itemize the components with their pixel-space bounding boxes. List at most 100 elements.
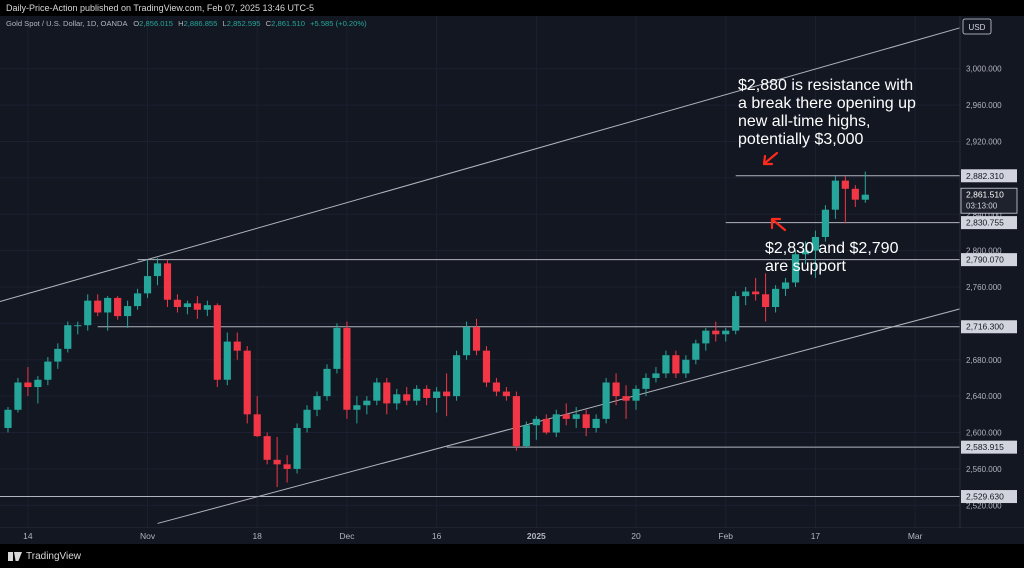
candle[interactable]: [811, 230, 820, 278]
candle[interactable]: [532, 416, 540, 440]
candle[interactable]: [522, 421, 530, 448]
candle[interactable]: [692, 339, 700, 365]
candle[interactable]: [14, 377, 22, 413]
chart-area[interactable]: 3,000.0002,960.0002,920.0002,880.0002,84…: [0, 16, 1024, 544]
candle[interactable]: [831, 176, 839, 219]
candle[interactable]: [771, 285, 780, 313]
candle[interactable]: [622, 385, 630, 419]
candle[interactable]: [233, 332, 241, 360]
candle[interactable]: [492, 377, 501, 397]
candle[interactable]: [183, 300, 192, 315]
candle-body: [293, 427, 301, 469]
candle[interactable]: [403, 387, 411, 406]
candle[interactable]: [662, 350, 670, 378]
candle[interactable]: [652, 367, 660, 383]
candle[interactable]: [104, 296, 112, 331]
candle[interactable]: [64, 321, 72, 353]
candle[interactable]: [283, 455, 291, 483]
candle[interactable]: [273, 437, 281, 488]
candle[interactable]: [712, 321, 720, 342]
candle[interactable]: [353, 396, 361, 424]
candle[interactable]: [34, 376, 42, 404]
candle[interactable]: [313, 391, 321, 417]
time-axis[interactable]: [0, 528, 1024, 544]
candle[interactable]: [452, 350, 461, 401]
level-price-tag: [961, 320, 1017, 334]
candle[interactable]: [592, 414, 600, 433]
candle[interactable]: [752, 277, 760, 301]
candle[interactable]: [203, 300, 211, 317]
candle[interactable]: [702, 327, 710, 351]
candle[interactable]: [502, 387, 511, 401]
candle[interactable]: [44, 357, 52, 386]
footer-brand[interactable]: TradingView: [8, 551, 81, 562]
candle[interactable]: [263, 432, 271, 465]
candle[interactable]: [343, 321, 351, 419]
level-price-tag: [961, 216, 1017, 230]
candle[interactable]: [841, 176, 849, 224]
candle[interactable]: [582, 409, 590, 437]
candle[interactable]: [821, 205, 830, 242]
candle[interactable]: [293, 423, 301, 474]
candle[interactable]: [163, 259, 172, 308]
candle[interactable]: [333, 323, 341, 374]
price-chart[interactable]: 3,000.0002,960.0002,920.0002,880.0002,84…: [0, 16, 1024, 544]
candle[interactable]: [84, 294, 92, 331]
candle[interactable]: [153, 257, 162, 286]
open-label: O: [133, 19, 139, 28]
candle[interactable]: [323, 364, 331, 401]
candle[interactable]: [303, 405, 311, 433]
candle[interactable]: [423, 385, 431, 406]
candle[interactable]: [801, 241, 810, 265]
candle[interactable]: [762, 273, 770, 322]
candle[interactable]: [512, 391, 520, 451]
candle[interactable]: [462, 321, 471, 360]
candle[interactable]: [642, 373, 650, 397]
candle[interactable]: [861, 171, 869, 203]
candle[interactable]: [24, 367, 32, 397]
candle[interactable]: [682, 355, 690, 378]
candle[interactable]: [253, 396, 261, 438]
candle[interactable]: [223, 332, 231, 386]
candle[interactable]: [672, 350, 680, 378]
candle[interactable]: [602, 377, 610, 424]
candle[interactable]: [542, 414, 550, 435]
candle[interactable]: [4, 407, 12, 433]
resistance-annotation[interactable]: $2,880 is resistance with a break there o…: [738, 77, 916, 148]
candle[interactable]: [54, 343, 62, 369]
candle[interactable]: [472, 318, 481, 356]
candle[interactable]: [433, 387, 441, 413]
candle[interactable]: [213, 303, 221, 388]
candle[interactable]: [193, 296, 201, 319]
candle[interactable]: [851, 185, 859, 207]
candle[interactable]: [791, 250, 800, 288]
candle[interactable]: [632, 385, 640, 410]
candle[interactable]: [732, 291, 740, 335]
candle[interactable]: [383, 377, 391, 415]
candle[interactable]: [393, 388, 401, 410]
candle[interactable]: [74, 321, 82, 335]
candle[interactable]: [572, 407, 580, 428]
support-annotation[interactable]: $2,830 and $2,790 are support: [765, 240, 899, 275]
channel-upper-line[interactable]: [0, 27, 961, 303]
candle[interactable]: [781, 277, 790, 297]
candle[interactable]: [143, 259, 152, 298]
candle[interactable]: [482, 346, 491, 388]
candle[interactable]: [94, 294, 102, 317]
candle[interactable]: [363, 396, 371, 415]
candle[interactable]: [742, 287, 750, 306]
candle[interactable]: [612, 373, 620, 406]
candle[interactable]: [562, 403, 570, 426]
candle[interactable]: [243, 346, 251, 424]
candle[interactable]: [443, 373, 451, 417]
candle[interactable]: [552, 409, 560, 438]
candle[interactable]: [722, 327, 730, 342]
candle[interactable]: [114, 296, 122, 320]
candle[interactable]: [133, 288, 142, 310]
annotation-line: $2,880 is resistance with: [738, 77, 913, 94]
currency-badge[interactable]: [962, 18, 992, 35]
candle[interactable]: [173, 294, 182, 313]
candle[interactable]: [124, 300, 132, 328]
candle[interactable]: [413, 385, 421, 406]
candle[interactable]: [373, 377, 381, 406]
